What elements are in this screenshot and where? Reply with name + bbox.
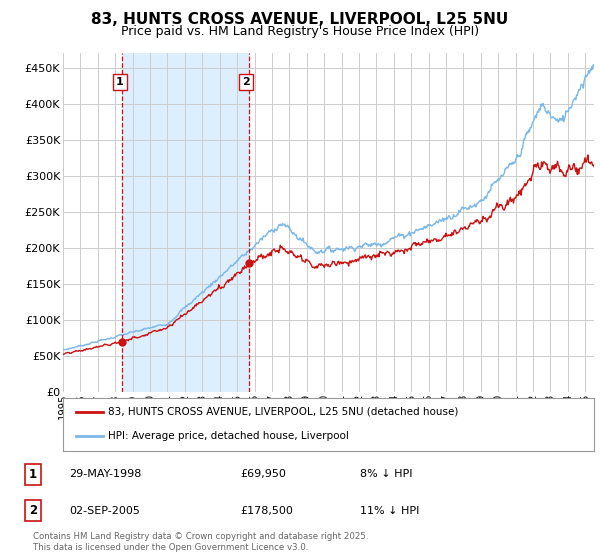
Text: 11% ↓ HPI: 11% ↓ HPI bbox=[360, 506, 419, 516]
Text: 1: 1 bbox=[116, 77, 124, 87]
Text: £178,500: £178,500 bbox=[240, 506, 293, 516]
Text: 2: 2 bbox=[242, 77, 250, 87]
Text: 83, HUNTS CROSS AVENUE, LIVERPOOL, L25 5NU (detached house): 83, HUNTS CROSS AVENUE, LIVERPOOL, L25 5… bbox=[108, 407, 458, 417]
Text: 83, HUNTS CROSS AVENUE, LIVERPOOL, L25 5NU: 83, HUNTS CROSS AVENUE, LIVERPOOL, L25 5… bbox=[91, 12, 509, 27]
Text: £69,950: £69,950 bbox=[240, 469, 286, 479]
Text: HPI: Average price, detached house, Liverpool: HPI: Average price, detached house, Live… bbox=[108, 431, 349, 441]
Text: 29-MAY-1998: 29-MAY-1998 bbox=[69, 469, 142, 479]
Text: 1: 1 bbox=[29, 468, 37, 481]
Bar bbox=[122, 53, 249, 392]
Text: 02-SEP-2005: 02-SEP-2005 bbox=[69, 506, 140, 516]
Text: Contains HM Land Registry data © Crown copyright and database right 2025.
This d: Contains HM Land Registry data © Crown c… bbox=[33, 532, 368, 552]
Text: 8% ↓ HPI: 8% ↓ HPI bbox=[360, 469, 413, 479]
Text: 2: 2 bbox=[29, 504, 37, 517]
Text: Price paid vs. HM Land Registry's House Price Index (HPI): Price paid vs. HM Land Registry's House … bbox=[121, 25, 479, 38]
